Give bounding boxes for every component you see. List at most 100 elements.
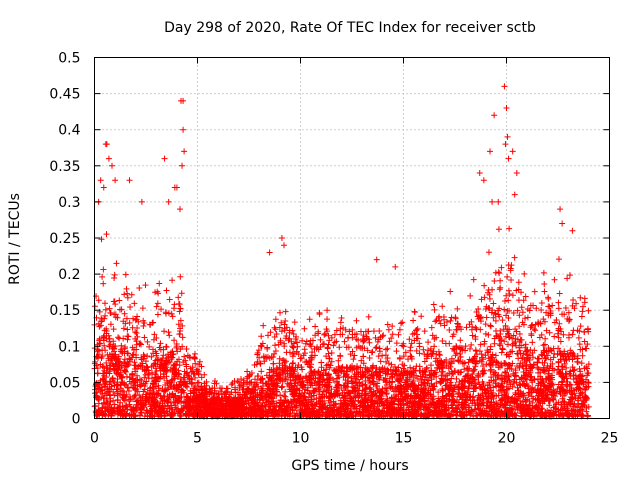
- data-point-marker: [561, 357, 568, 364]
- data-point-marker: [565, 309, 572, 316]
- data-point-marker: [121, 360, 128, 367]
- data-point-marker: [301, 346, 308, 353]
- data-point-marker: [585, 361, 592, 368]
- data-point-marker: [114, 375, 121, 382]
- data-point-marker: [506, 326, 513, 333]
- data-point-marker: [566, 332, 573, 339]
- data-point-marker: [540, 269, 547, 276]
- data-point-marker: [446, 326, 453, 333]
- data-point-marker: [556, 290, 563, 297]
- data-point-marker: [181, 374, 188, 381]
- data-point-marker: [419, 395, 426, 402]
- data-point-marker: [318, 359, 325, 366]
- data-point-marker: [522, 315, 529, 322]
- data-point-marker: [530, 302, 537, 309]
- data-point-marker: [522, 293, 529, 300]
- data-point-marker: [278, 384, 285, 391]
- data-point-marker: [212, 407, 219, 414]
- data-point-marker: [151, 381, 158, 388]
- data-point-marker: [263, 372, 270, 379]
- data-point-marker: [577, 294, 584, 301]
- data-point-marker: [136, 341, 143, 348]
- data-point-marker: [148, 401, 155, 408]
- data-point-marker: [358, 357, 365, 364]
- data-point-marker: [140, 317, 147, 324]
- data-point-marker: [107, 398, 114, 405]
- data-point-marker: [578, 360, 585, 367]
- data-point-marker: [564, 275, 571, 282]
- data-point-marker: [109, 375, 116, 382]
- data-point-marker: [519, 319, 526, 326]
- data-point-marker: [399, 319, 406, 326]
- data-point-marker: [579, 411, 586, 418]
- data-point-marker: [351, 331, 358, 338]
- data-point-marker: [303, 338, 310, 345]
- data-point-marker: [574, 358, 581, 365]
- data-point-marker: [573, 300, 580, 307]
- data-point-marker: [527, 346, 534, 353]
- data-point-marker: [298, 382, 305, 389]
- data-point-marker: [503, 373, 510, 380]
- data-point-marker: [212, 399, 219, 406]
- data-point-marker: [391, 406, 398, 413]
- data-point-marker: [175, 294, 182, 301]
- data-point-marker: [549, 360, 556, 367]
- data-point-marker: [362, 378, 369, 385]
- data-point-marker: [486, 408, 493, 415]
- data-point-marker: [355, 397, 362, 404]
- data-point-marker: [94, 346, 101, 353]
- data-point-marker: [341, 408, 348, 415]
- data-point-marker: [520, 369, 527, 376]
- data-point-marker: [584, 370, 591, 377]
- data-point-marker: [492, 269, 499, 276]
- data-point-marker: [487, 367, 494, 374]
- data-point-marker: [312, 323, 319, 330]
- data-point-marker: [266, 401, 273, 408]
- data-point-marker: [439, 338, 446, 345]
- data-point-marker: [362, 411, 369, 418]
- data-point-marker: [433, 373, 440, 380]
- data-point-marker: [347, 366, 354, 373]
- data-point-marker: [555, 334, 562, 341]
- data-point-marker: [337, 412, 344, 419]
- data-point-marker: [355, 343, 362, 350]
- data-point-marker: [177, 305, 184, 312]
- data-point-marker: [338, 400, 345, 407]
- data-point-marker: [211, 380, 218, 387]
- data-point-marker: [290, 360, 297, 367]
- data-point-marker: [538, 351, 545, 358]
- data-point-marker: [370, 408, 377, 415]
- data-point-marker: [414, 325, 421, 332]
- data-point-marker: [506, 408, 513, 415]
- data-point-marker: [359, 345, 366, 352]
- data-point-marker: [516, 330, 523, 337]
- data-point-marker: [570, 376, 577, 383]
- data-point-marker: [487, 323, 494, 330]
- data-point-marker: [122, 320, 129, 327]
- data-point-marker: [406, 336, 413, 343]
- data-point-marker: [184, 404, 191, 411]
- data-point-marker: [259, 340, 266, 347]
- data-point-marker: [421, 351, 428, 358]
- data-point-marker: [423, 365, 430, 372]
- data-point-marker: [123, 285, 130, 292]
- data-point-marker: [272, 347, 279, 354]
- data-point-marker: [507, 362, 514, 369]
- data-point-marker: [198, 374, 205, 381]
- data-point-marker: [438, 360, 445, 367]
- data-point-marker: [320, 388, 327, 395]
- data-point-marker: [502, 404, 509, 411]
- data-point-marker: [111, 391, 118, 398]
- data-point-marker: [456, 350, 463, 357]
- data-point-marker: [406, 376, 413, 383]
- data-point-marker: [538, 331, 545, 338]
- data-point-marker: [297, 355, 304, 362]
- data-point-marker: [333, 327, 340, 334]
- data-point-marker: [405, 404, 412, 411]
- data-point-marker: [497, 277, 504, 284]
- data-point-marker: [561, 350, 568, 357]
- data-point-marker: [96, 337, 103, 344]
- data-point-marker: [361, 388, 368, 395]
- data-point-marker: [183, 361, 190, 368]
- data-point-marker: [104, 365, 111, 372]
